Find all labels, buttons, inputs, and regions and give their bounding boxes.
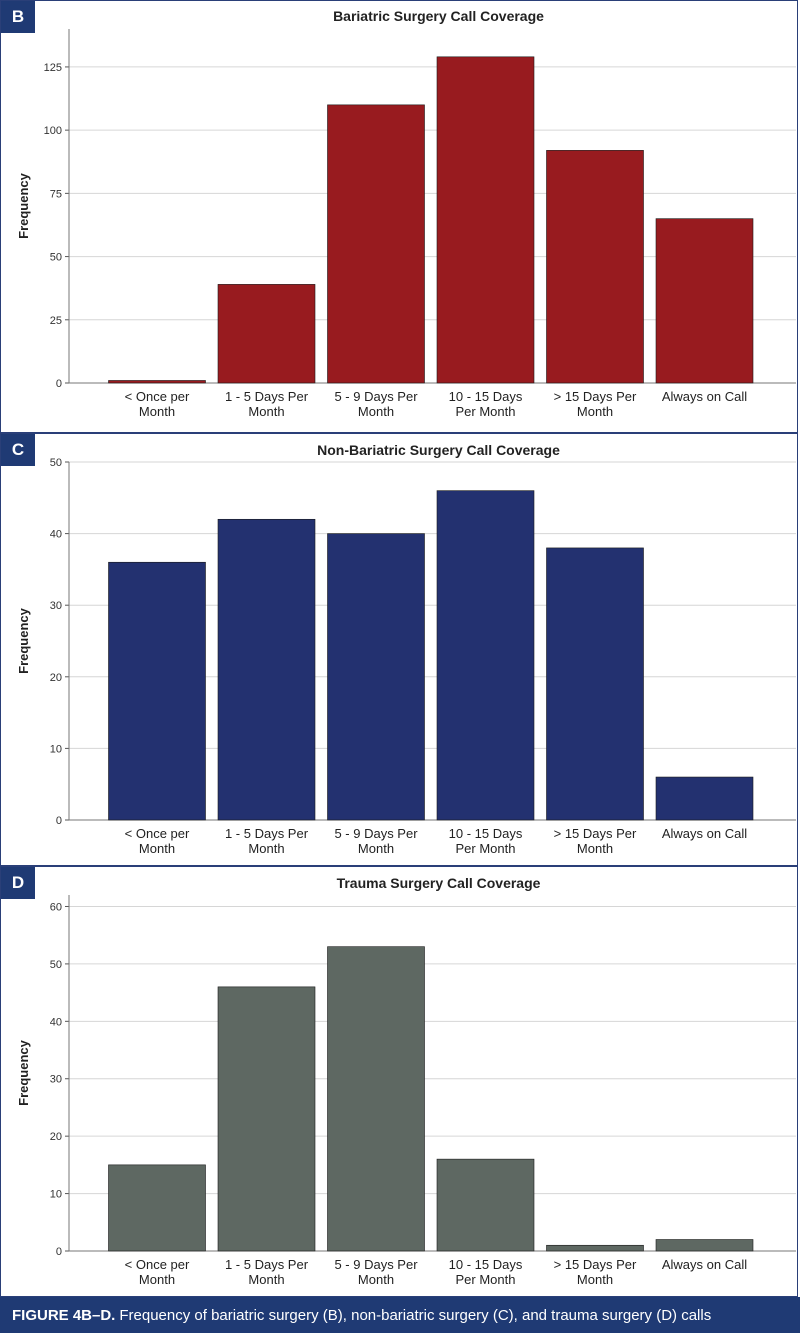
chart-panel-d: D Trauma Surgery Call Coverage Frequency 0… xyxy=(0,866,798,1297)
x-tick-label: Month xyxy=(248,841,284,856)
bar-chart-b: Bariatric Surgery Call Coverage Frequency… xyxy=(16,8,796,419)
x-tick-label: Per Month xyxy=(456,404,516,419)
y-tick-label: 30 xyxy=(50,1074,62,1086)
y-tick-label: 0 xyxy=(56,1246,62,1258)
y-tick-label: 30 xyxy=(50,600,62,612)
caption-label: FIGURE 4B–D. xyxy=(12,1306,116,1324)
x-tick-label: 10 - 15 Days xyxy=(449,389,523,404)
y-tick-label: 75 xyxy=(50,188,62,200)
bar-1 xyxy=(108,380,206,384)
y-tick-label: 100 xyxy=(44,125,62,137)
x-tick-label: Month xyxy=(248,404,284,419)
y-tick-label: 40 xyxy=(50,529,62,541)
bar-2 xyxy=(217,284,316,384)
bar-1 xyxy=(108,1164,206,1252)
x-tick-label: Month xyxy=(358,1272,394,1287)
x-tick-label: Per Month xyxy=(456,841,516,856)
y-tick-label: 20 xyxy=(50,1131,62,1143)
y-tick-label: 10 xyxy=(50,1189,62,1201)
y-tick-label: 0 xyxy=(56,378,62,390)
bar-2 xyxy=(217,986,316,1252)
panel-tag-b: B xyxy=(1,1,35,33)
x-tick-label: < Once per xyxy=(125,389,190,404)
bar-4 xyxy=(436,1158,535,1252)
x-tick-label: Always on Call xyxy=(662,826,747,841)
y-tick-label: 10 xyxy=(50,743,62,755)
x-tick-label: 10 - 15 Days xyxy=(449,1257,523,1272)
y-tick-label: 50 xyxy=(50,457,62,469)
bar-3 xyxy=(327,533,425,821)
chart-title: Non-Bariatric Surgery Call Coverage xyxy=(317,442,560,458)
chart-title: Bariatric Surgery Call Coverage xyxy=(333,8,544,24)
bar-3 xyxy=(327,946,425,1252)
x-tick-label: 5 - 9 Days Per xyxy=(334,389,418,404)
y-tick-label: 0 xyxy=(56,815,62,827)
x-tick-label: > 15 Days Per xyxy=(554,389,637,404)
bar-6 xyxy=(655,776,754,821)
y-tick-label: 60 xyxy=(50,901,62,913)
caption-text: Frequency of bariatric surgery (B), non-… xyxy=(119,1306,712,1324)
chart-panel-b: B Bariatric Surgery Call Coverage Frequen… xyxy=(0,0,798,433)
y-tick-label: 20 xyxy=(50,672,62,684)
x-tick-label: > 15 Days Per xyxy=(554,1257,637,1272)
x-tick-label: Always on Call xyxy=(662,1257,747,1272)
y-axis-label: Frequency xyxy=(16,607,31,674)
y-axis-label: Frequency xyxy=(16,1039,31,1106)
chart-panel-c: C Non-Bariatric Surgery Call Coverage Fre… xyxy=(0,433,798,866)
bar-4 xyxy=(436,490,535,821)
x-tick-label: 1 - 5 Days Per xyxy=(225,389,309,404)
x-tick-label: 10 - 15 Days xyxy=(449,826,523,841)
x-tick-label: Month xyxy=(248,1272,284,1287)
x-tick-label: < Once per xyxy=(125,826,190,841)
x-tick-label: Always on Call xyxy=(662,389,747,404)
x-tick-label: Month xyxy=(577,1272,613,1287)
bar-1 xyxy=(108,561,206,821)
bar-5 xyxy=(546,547,644,821)
y-tick-label: 125 xyxy=(44,62,62,74)
y-tick-label: 25 xyxy=(50,315,62,327)
x-tick-label: 5 - 9 Days Per xyxy=(334,826,418,841)
x-tick-label: Month xyxy=(358,841,394,856)
bar-6 xyxy=(655,218,754,384)
y-tick-label: 50 xyxy=(50,959,62,971)
y-axis-label: Frequency xyxy=(16,172,31,239)
x-tick-label: Month xyxy=(577,404,613,419)
x-tick-label: Month xyxy=(139,404,175,419)
x-tick-label: Month xyxy=(358,404,394,419)
x-tick-label: Month xyxy=(139,1272,175,1287)
chart-title: Trauma Surgery Call Coverage xyxy=(337,875,541,891)
x-tick-label: 1 - 5 Days Per xyxy=(225,826,309,841)
y-tick-label: 40 xyxy=(50,1016,62,1028)
bar-4 xyxy=(436,56,535,384)
bar-chart-d: Trauma Surgery Call Coverage Frequency 0 10… xyxy=(16,875,796,1287)
bar-6 xyxy=(655,1239,754,1252)
x-tick-label: Per Month xyxy=(456,1272,516,1287)
bar-3 xyxy=(327,104,425,384)
bar-5 xyxy=(546,1244,644,1252)
x-tick-label: 5 - 9 Days Per xyxy=(334,1257,418,1272)
bar-2 xyxy=(217,518,316,821)
x-tick-label: 1 - 5 Days Per xyxy=(225,1257,309,1272)
bar-chart-c: Non-Bariatric Surgery Call Coverage Frequ… xyxy=(16,442,796,856)
y-tick-label: 50 xyxy=(50,252,62,264)
panel-tag-c: C xyxy=(1,434,35,466)
x-tick-label: > 15 Days Per xyxy=(554,826,637,841)
x-tick-label: Month xyxy=(577,841,613,856)
x-tick-label: Month xyxy=(139,841,175,856)
x-tick-label: < Once per xyxy=(125,1257,190,1272)
figure-caption: FIGURE 4B–D. Frequency of bariatric surg… xyxy=(0,1297,800,1333)
bar-5 xyxy=(546,150,644,384)
panel-tag-d: D xyxy=(1,867,35,899)
